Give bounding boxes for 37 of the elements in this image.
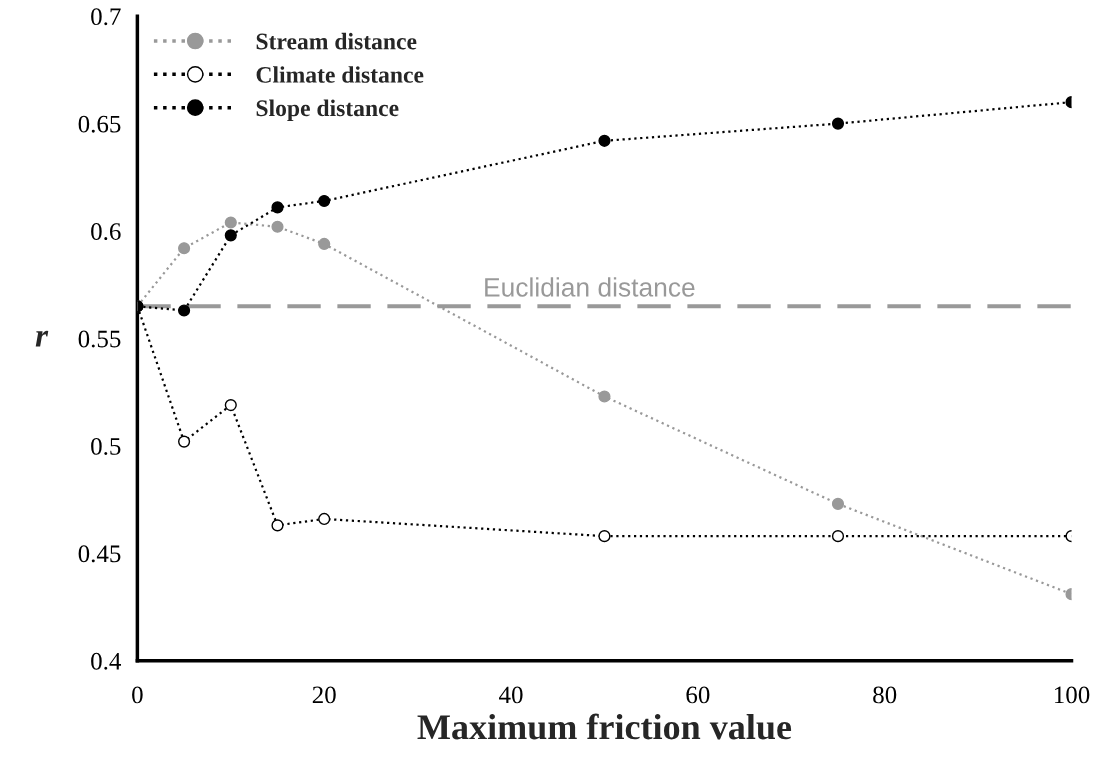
point — [318, 237, 331, 251]
y-tick-label: 0.7 — [91, 8, 121, 26]
point — [598, 530, 611, 543]
legend-label: Slope distance — [256, 99, 399, 121]
point — [831, 530, 845, 543]
point — [224, 216, 237, 229]
point — [831, 117, 845, 130]
x-tick-label: 60 — [686, 686, 710, 704]
ref-line-label: Euclidian distance — [485, 277, 695, 297]
legend-label: Climate distance — [256, 66, 424, 83]
point — [271, 519, 284, 532]
legend-label: Stream distance — [256, 32, 417, 50]
y-tick-label: 0.45 — [78, 545, 121, 563]
point — [271, 220, 284, 233]
x-tick-label: 20 — [312, 686, 336, 704]
y-tick-label: 0.6 — [91, 223, 121, 241]
x-tick-label: 80 — [873, 686, 897, 704]
point — [271, 201, 284, 214]
y-tick-label: 0.55 — [78, 330, 121, 348]
x-axis-title: Maximum friction value — [417, 713, 792, 740]
point — [598, 134, 611, 147]
y-tick-label: 0.65 — [78, 115, 121, 133]
point — [178, 242, 191, 255]
point — [178, 435, 191, 448]
y-tick-label: 0.4 — [91, 652, 122, 670]
point — [831, 497, 845, 510]
point — [178, 304, 191, 317]
point — [318, 194, 331, 208]
x-tick-label: 40 — [499, 686, 523, 704]
y-tick-label: 0.5 — [91, 437, 121, 455]
point — [224, 398, 237, 412]
point — [224, 229, 237, 242]
x-tick-label: 0 — [132, 686, 143, 704]
x-tick-label: 100 — [1054, 686, 1090, 704]
y-axis-title: r — [35, 330, 49, 347]
point — [598, 390, 611, 403]
point — [318, 512, 331, 526]
